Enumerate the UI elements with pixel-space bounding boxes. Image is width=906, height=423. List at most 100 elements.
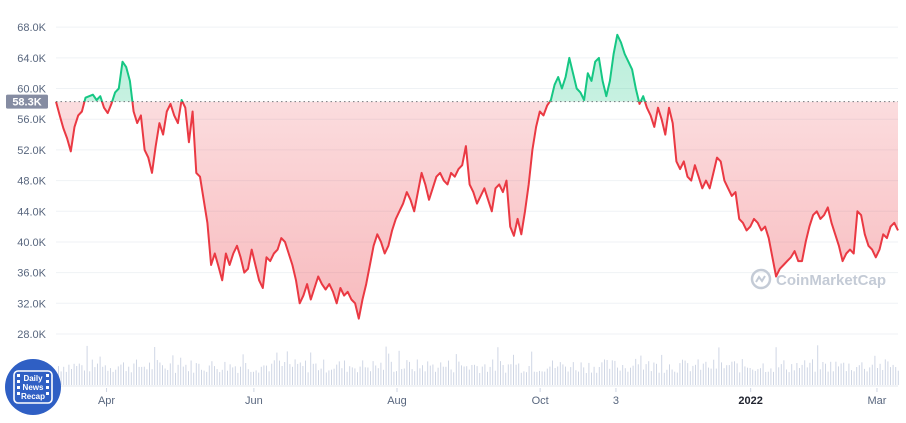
volume-bar bbox=[211, 361, 213, 385]
volume-bar bbox=[705, 361, 707, 385]
volume-bar bbox=[185, 364, 187, 385]
badge-line-3: Recap bbox=[21, 392, 45, 401]
volume-bar bbox=[279, 360, 280, 385]
volume-bar bbox=[783, 360, 785, 385]
volume-bar bbox=[585, 373, 587, 385]
volume-bar bbox=[513, 354, 514, 385]
volume-bar bbox=[188, 371, 189, 385]
volume-bar bbox=[567, 371, 569, 385]
volume-bar bbox=[351, 367, 353, 385]
volume-bar bbox=[172, 355, 174, 385]
volume-bar bbox=[357, 372, 358, 385]
x-axis: Apr Jun Aug Oct 3 2022 Mar bbox=[56, 385, 898, 407]
volume-bar bbox=[695, 364, 696, 385]
volume-bar bbox=[588, 362, 590, 385]
volume-bar bbox=[715, 368, 717, 385]
volume-bar bbox=[242, 354, 244, 385]
volume-bar bbox=[234, 366, 236, 385]
volume-bar bbox=[325, 372, 327, 385]
volume-bar bbox=[544, 371, 546, 385]
volume-bar bbox=[606, 360, 608, 385]
volume-bar bbox=[684, 360, 686, 385]
volume-bar bbox=[825, 363, 826, 385]
volume-bar bbox=[734, 361, 735, 385]
volume-bar bbox=[474, 364, 475, 385]
volume-bar bbox=[354, 368, 356, 385]
volume-bar bbox=[747, 367, 748, 385]
volume-bar bbox=[765, 372, 767, 385]
volume-bar bbox=[203, 370, 205, 385]
volume-bar bbox=[578, 371, 579, 385]
y-tick-label: 68.0K bbox=[17, 22, 46, 34]
daily-news-recap-badge[interactable]: Daily News Recap bbox=[5, 359, 61, 415]
volume-bar bbox=[78, 363, 80, 385]
volume-bar bbox=[557, 366, 559, 385]
volume-bar bbox=[409, 361, 410, 385]
volume-bar bbox=[773, 371, 774, 385]
volume-bar bbox=[91, 359, 93, 385]
volume-bar bbox=[744, 366, 746, 385]
volume-bar bbox=[247, 369, 249, 385]
volume-bar bbox=[60, 371, 62, 385]
volume-bar bbox=[762, 363, 764, 385]
volume-bar bbox=[838, 366, 839, 385]
volume-bar bbox=[419, 368, 421, 385]
volume-bar bbox=[583, 367, 585, 385]
volume-bar bbox=[510, 364, 512, 385]
volume-bar bbox=[757, 369, 759, 385]
y-tick-label: 28.0K bbox=[17, 329, 46, 341]
volume-bar bbox=[539, 370, 540, 385]
volume-bar bbox=[414, 371, 416, 385]
volume-bar bbox=[362, 360, 364, 385]
volume-bar bbox=[63, 366, 65, 385]
y-tick-label: 32.0K bbox=[17, 298, 46, 310]
volume-bar bbox=[89, 371, 91, 385]
volume-bar bbox=[637, 364, 639, 385]
volume-bar bbox=[877, 368, 878, 385]
volume-bar bbox=[533, 371, 535, 385]
volume-bar bbox=[216, 369, 218, 385]
volume-bar bbox=[341, 368, 343, 385]
volume-bar bbox=[767, 371, 769, 385]
volume-bar bbox=[572, 362, 574, 385]
volume-bar bbox=[167, 370, 169, 385]
volume-bar bbox=[546, 368, 548, 385]
film-icon bbox=[17, 374, 49, 395]
volume-bar bbox=[312, 363, 314, 385]
x-tick-label: 3 bbox=[613, 395, 619, 407]
volume-bar bbox=[284, 362, 286, 385]
volume-bar bbox=[518, 363, 520, 385]
volume-bar bbox=[432, 364, 434, 385]
volume-bar bbox=[869, 367, 871, 385]
volume-bar bbox=[146, 369, 148, 385]
volume-bar bbox=[154, 347, 156, 385]
volume-bar bbox=[466, 366, 468, 385]
volume-bar bbox=[440, 362, 442, 385]
volume-bar bbox=[559, 362, 561, 385]
volume-bar bbox=[471, 365, 473, 385]
coinmarketcap-logo-icon bbox=[750, 268, 772, 290]
volume-bar bbox=[666, 369, 668, 385]
y-tick-label: 44.0K bbox=[17, 206, 46, 218]
volume-bar bbox=[307, 372, 309, 385]
volume-bar bbox=[182, 366, 184, 385]
volume-bar bbox=[263, 365, 265, 385]
volume-bar bbox=[266, 365, 267, 385]
volume-bar bbox=[788, 372, 790, 385]
volume-bar bbox=[648, 361, 650, 385]
volume-bar bbox=[682, 359, 683, 385]
volume-bar bbox=[487, 371, 488, 385]
volume-bar bbox=[661, 354, 663, 385]
volume-bar bbox=[102, 366, 104, 385]
volume-bar bbox=[461, 365, 462, 385]
volume-bar bbox=[76, 366, 78, 385]
volume-bar bbox=[497, 347, 499, 385]
volume-bar bbox=[879, 363, 881, 385]
volume-bar bbox=[713, 359, 715, 385]
volume-bar bbox=[718, 347, 720, 385]
volume-bar bbox=[692, 365, 694, 385]
volume-bar bbox=[359, 366, 361, 385]
volume-bar bbox=[749, 368, 751, 385]
volume-bar bbox=[645, 364, 647, 385]
